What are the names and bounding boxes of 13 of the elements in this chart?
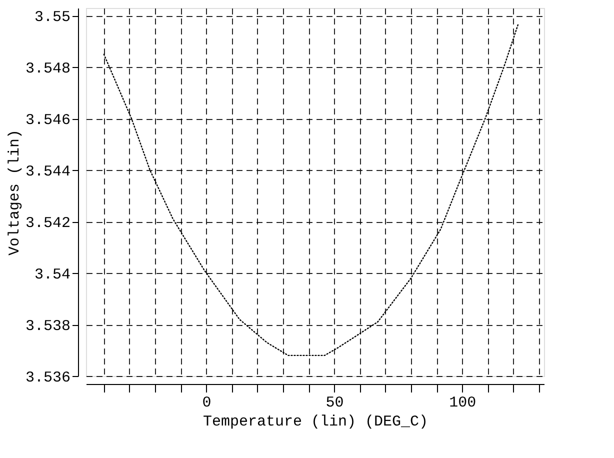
y-axis-title: Voltages (lin) xyxy=(6,129,24,256)
y-tick-label: 3.538 xyxy=(25,318,70,336)
y-tick-label: 3.548 xyxy=(25,60,70,78)
x-tick-label: 100 xyxy=(449,394,476,412)
x-tick-label: 0 xyxy=(202,394,212,412)
y-tick-label: 3.544 xyxy=(25,164,70,181)
x-tick-label: 50 xyxy=(326,394,344,412)
y-tick-label: 3.54 xyxy=(34,266,70,284)
y-tick-label: 3.536 xyxy=(25,370,70,386)
x-axis-title: Temperature (lin) (DEG_C) xyxy=(202,414,428,430)
y-tick-label: 3.546 xyxy=(25,112,70,130)
y-tick-label: 3.55 xyxy=(34,9,70,26)
y-tick-label: 3.542 xyxy=(25,215,70,232)
